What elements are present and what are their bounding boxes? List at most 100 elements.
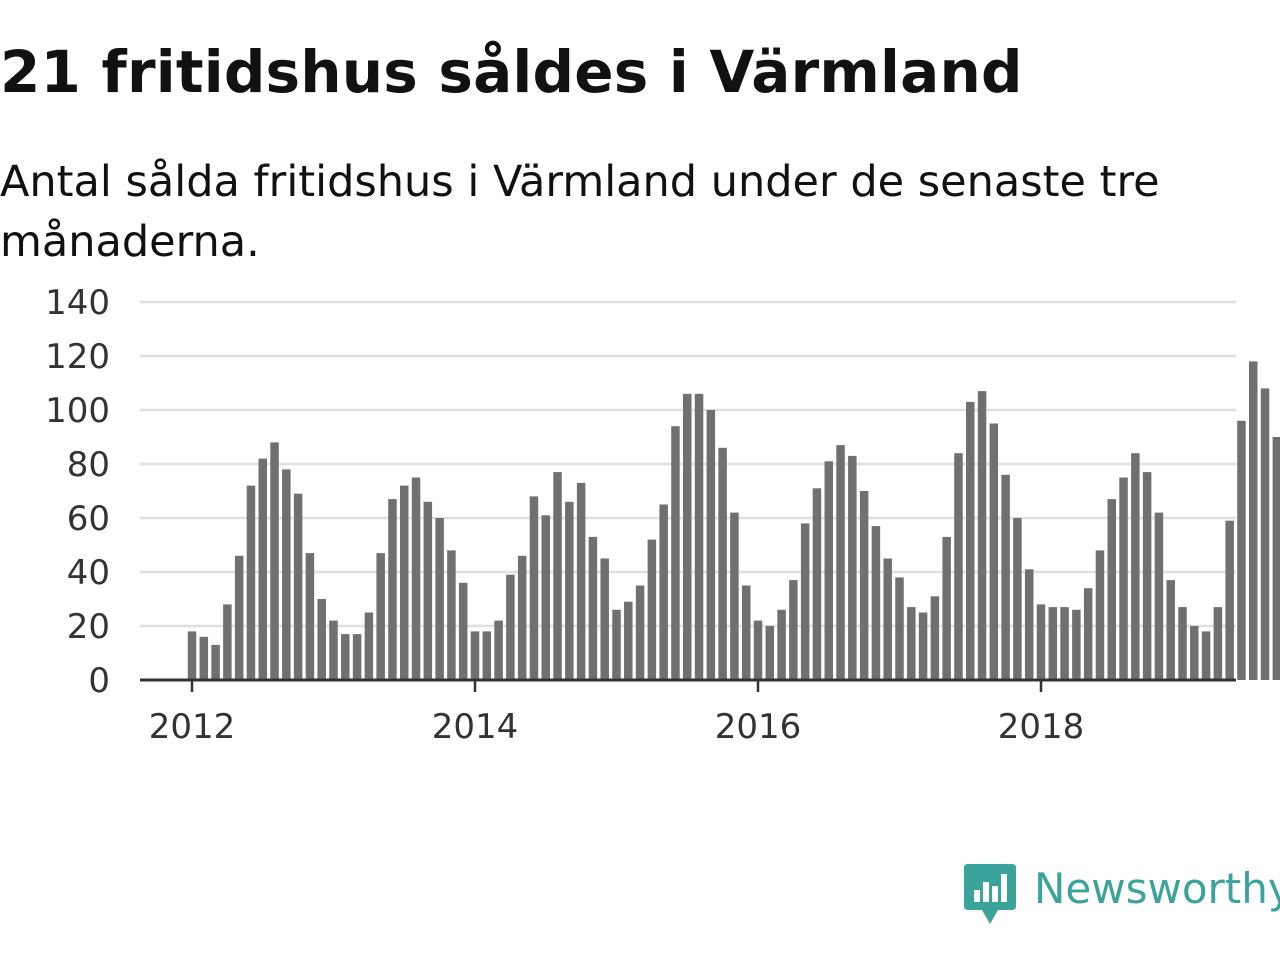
bar — [977, 391, 987, 680]
bar — [812, 488, 822, 680]
bar — [824, 461, 833, 680]
bar — [341, 634, 350, 680]
bar — [317, 599, 326, 680]
bar — [576, 482, 586, 680]
bar — [506, 574, 515, 680]
bar — [800, 523, 810, 680]
bar — [895, 577, 904, 680]
newsworthy-logo-icon — [964, 864, 1016, 924]
bar — [1237, 420, 1246, 680]
bar — [246, 485, 256, 680]
bar — [706, 410, 716, 680]
bars — [187, 361, 1280, 680]
bar — [671, 426, 680, 680]
y-tick-label: 120 — [45, 337, 110, 377]
bar — [1225, 520, 1234, 680]
bar — [1213, 607, 1223, 680]
bar — [942, 536, 951, 680]
bar — [647, 539, 657, 680]
bar — [1201, 631, 1211, 680]
bar — [1166, 580, 1175, 680]
bar — [1272, 437, 1280, 680]
bar — [777, 609, 786, 680]
y-tick-label: 100 — [45, 391, 110, 431]
bar — [1154, 512, 1164, 680]
bar — [1131, 453, 1140, 680]
bar — [541, 515, 550, 680]
bar — [836, 445, 845, 680]
bar — [848, 455, 857, 680]
bar — [1107, 499, 1116, 680]
bar — [293, 493, 303, 680]
bar — [1083, 588, 1093, 680]
bar — [199, 636, 209, 680]
bar — [458, 582, 468, 680]
bar — [494, 620, 503, 680]
bar — [954, 453, 963, 680]
bar — [1036, 604, 1046, 680]
y-tick-label: 60 — [67, 499, 110, 539]
bar — [517, 555, 527, 680]
bar — [565, 501, 574, 680]
bar — [1013, 518, 1022, 680]
axes: 0204060801001201402012201420162018202020… — [45, 283, 1236, 747]
bar — [447, 550, 456, 680]
bar — [918, 612, 928, 680]
bar — [529, 496, 539, 680]
bar — [883, 558, 892, 680]
brand-logo[interactable]: Newsworthy — [962, 862, 1280, 928]
y-tick-label: 80 — [67, 445, 110, 485]
bar — [730, 512, 739, 680]
bar — [765, 626, 775, 680]
bar — [1249, 361, 1258, 680]
bar — [411, 477, 421, 680]
bar — [1095, 550, 1105, 680]
bar — [718, 447, 727, 680]
bar — [1001, 474, 1010, 680]
bar — [741, 585, 751, 680]
bar — [329, 620, 338, 680]
chart-title: 21 fritidshus såldes i Värmland — [0, 38, 1023, 106]
bar — [683, 393, 692, 680]
bar — [859, 491, 869, 680]
bar — [1060, 607, 1069, 680]
bar — [989, 423, 999, 680]
bar — [966, 401, 975, 680]
bar — [364, 612, 374, 680]
bar — [600, 558, 609, 680]
bar — [388, 499, 397, 680]
chart-subtitle: Antal sålda fritidshus i Värmland under … — [0, 157, 1160, 267]
x-tick-label: 2012 — [149, 707, 236, 747]
bar — [470, 631, 480, 680]
bar — [1048, 607, 1058, 680]
bar — [258, 458, 267, 680]
bar — [1178, 607, 1187, 680]
bar — [694, 393, 704, 680]
bar — [907, 607, 916, 680]
bar — [871, 526, 881, 680]
bar — [1190, 626, 1199, 680]
brand-name: Newsworthy — [1034, 864, 1280, 913]
bar — [1119, 477, 1128, 680]
bar — [352, 634, 362, 680]
bar — [930, 596, 940, 680]
bar — [612, 609, 621, 680]
bar-chart: 0204060801001201402012201420162018202020… — [45, 283, 1280, 747]
bar — [553, 472, 562, 680]
bar — [624, 601, 633, 680]
bar — [659, 504, 668, 680]
y-tick-label: 40 — [67, 553, 110, 593]
bar — [1024, 569, 1034, 680]
bar — [376, 553, 385, 680]
bar — [211, 644, 220, 680]
bar — [400, 485, 409, 680]
bar — [588, 536, 598, 680]
bar — [187, 631, 197, 680]
bar — [482, 631, 492, 680]
y-tick-label: 20 — [67, 607, 110, 647]
bar — [305, 553, 315, 680]
bar — [1072, 609, 1081, 680]
y-tick-label: 140 — [45, 283, 110, 323]
x-tick-label: 2018 — [998, 707, 1085, 747]
bar — [223, 604, 232, 680]
